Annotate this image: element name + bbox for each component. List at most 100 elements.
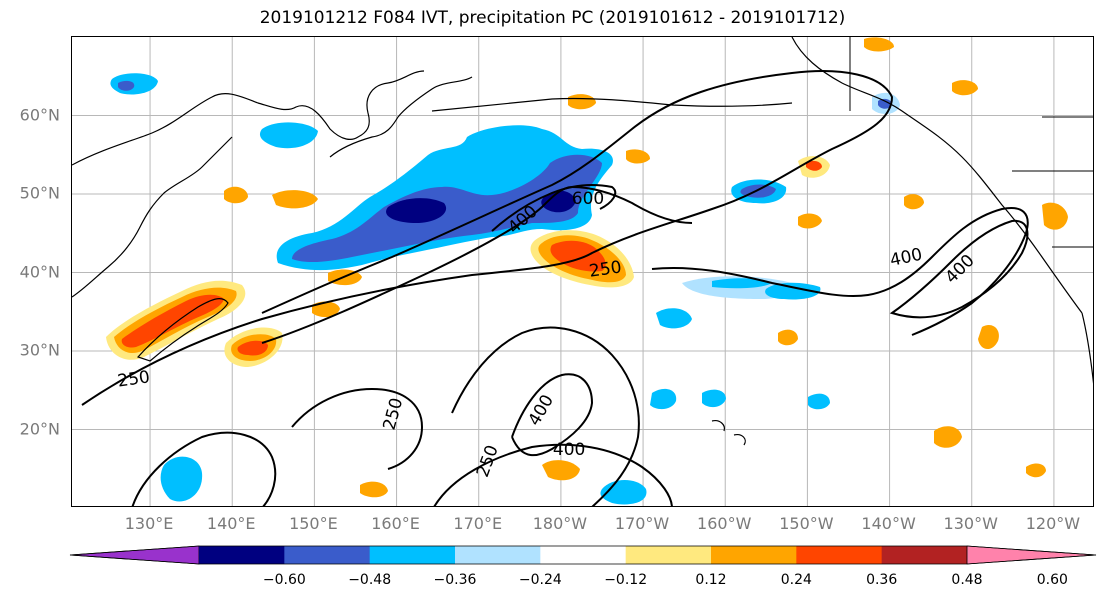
contour-label: 400: [524, 391, 558, 429]
neg-region-nw: [110, 73, 158, 95]
colorbar-tick-label: −0.48: [348, 572, 392, 588]
lon-label: 130°E: [124, 514, 174, 533]
neg-region-nw-core: [118, 80, 135, 91]
colorbar-segment: [540, 546, 627, 564]
pos-region-mid-1: [778, 329, 798, 346]
colorbar-outline: [69, 545, 1097, 565]
ivt-contour-250-sw2: [291, 387, 424, 470]
pos-region-kam: [626, 149, 650, 164]
colorbar-extend-min: [69, 545, 200, 565]
hawaii: [711, 420, 746, 446]
ivt-contours: [81, 70, 1029, 506]
pos-region-west-2: [224, 186, 248, 204]
colorbar-tick-label: −0.60: [262, 572, 306, 588]
ivt-contour-400-south2: [433, 443, 673, 506]
colorbar-tick-label: −0.12: [604, 572, 648, 588]
colorbar-tick-label: 0.60: [1036, 572, 1068, 588]
contour-label: 600: [572, 189, 604, 209]
pos-region-south-1: [542, 460, 580, 481]
pos-region-east-2: [798, 213, 822, 229]
colorbar-segment: [625, 546, 712, 564]
colorbar-segment: [881, 546, 968, 564]
colorbar-segment: [199, 546, 285, 564]
colorbar-svg: [69, 545, 1097, 565]
ivt-contour-250-sw: [131, 431, 277, 506]
pos-region-south-4: [1026, 463, 1046, 478]
lat-label: 20°N: [19, 419, 60, 438]
ivt-contour-400-east: [889, 219, 1029, 319]
neg-region-mid: [650, 388, 677, 410]
pos-region-east-1-core: [806, 160, 822, 171]
lat-label: 50°N: [19, 183, 60, 203]
neg-region-kamchatka-mid: [292, 154, 602, 263]
contour-label: 250: [380, 396, 408, 433]
lat-label: 40°N: [19, 262, 60, 281]
lon-label: 120°W: [1025, 514, 1081, 533]
contour-label: 250: [473, 443, 503, 480]
lon-label: 170°W: [614, 514, 670, 533]
alaska-coast: [791, 37, 1083, 314]
lat-label: 60°N: [19, 105, 60, 124]
lon-label: 160°W: [697, 514, 752, 533]
map-title: 2019101212 F084 IVT, precipitation PC (2…: [259, 8, 846, 28]
neg-region-pacific-2: [702, 389, 726, 408]
colorbar-tick-label: 0.12: [695, 572, 727, 588]
pos-region-nwpac: [312, 301, 340, 318]
neg-region-okhotsk: [259, 122, 318, 149]
lon-label: 150°E: [289, 514, 338, 533]
colorbar-tick-label: 0.24: [780, 572, 812, 588]
pos-region-se-1: [978, 324, 999, 350]
contour-label: 250: [116, 367, 151, 391]
contour-label: 250: [588, 257, 623, 281]
contour-label: 400: [553, 440, 585, 460]
pos-region-south-2: [360, 481, 388, 498]
neg-region-pacific-1: [656, 308, 692, 329]
contour-label: 400: [942, 251, 979, 288]
lat-label: 30°N: [19, 340, 60, 360]
pos-region-west-1: [272, 190, 318, 209]
pos-region-n-2: [952, 80, 978, 96]
pos-region-kuroshio-core: [237, 340, 268, 356]
pos-region-south-3: [934, 426, 962, 448]
colorbar-segment: [455, 546, 541, 564]
map-panel: 600 400 250 400 400 250 250 400 400 250: [71, 36, 1094, 507]
coastlines: [72, 37, 1093, 446]
colorbar: [68, 545, 1098, 565]
lon-label: 150°W: [779, 514, 834, 533]
neg-region-band-core: [712, 278, 772, 289]
contour-label: 400: [888, 245, 924, 271]
lon-label: 140°E: [206, 514, 256, 533]
pos-region-east-3: [904, 194, 924, 210]
neg-region-alaska-core: [878, 98, 892, 109]
lon-label: 140°W: [861, 514, 916, 533]
kamchatka-coast: [329, 76, 473, 158]
colorbar-tick-label: −0.36: [433, 572, 477, 588]
ivt-contour-400-south: [511, 373, 594, 457]
neg-region-east: [765, 282, 821, 300]
pos-region-n-3: [864, 37, 894, 52]
colorbar-segment: [369, 546, 456, 564]
lon-label: 160°E: [371, 514, 420, 533]
neg-region-core-a: [386, 198, 447, 223]
pos-region-japan-core: [121, 294, 224, 348]
pos-region-n-1: [568, 94, 596, 110]
ivt-contour-600: [491, 184, 617, 232]
colorbar-segment: [284, 546, 371, 564]
neg-region-sw-outer: [160, 456, 203, 502]
colorbar-tick-label: −0.24: [518, 572, 562, 588]
neg-region-core-b: [541, 190, 576, 213]
asia-coast: [72, 70, 425, 298]
colorbar-tick-label: 0.48: [951, 572, 983, 588]
lon-label: 130°W: [943, 514, 998, 533]
neg-region-pacific-3: [808, 393, 830, 410]
colorbar-segment: [711, 546, 797, 564]
aleutians: [431, 97, 793, 112]
colorbar-segment: [796, 546, 883, 564]
lon-label: 170°E: [453, 514, 503, 533]
lon-label: 180°W: [532, 514, 588, 533]
colorbar-tick-label: 0.36: [866, 572, 898, 588]
pos-region-bc: [1042, 202, 1068, 230]
ivt-contour-250-main: [81, 70, 894, 406]
na-coast: [1081, 312, 1093, 384]
